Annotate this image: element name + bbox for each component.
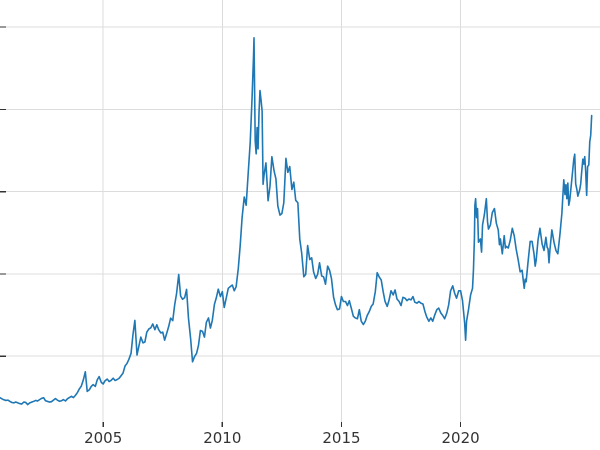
x-tick-labels: 2005 2010 2015 2020 bbox=[84, 429, 480, 447]
axis-ticks bbox=[0, 26, 462, 427]
x-tick-label: 2020 bbox=[442, 429, 480, 447]
price-line-series bbox=[0, 37, 593, 406]
gridlines bbox=[0, 0, 600, 422]
x-tick-label: 2010 bbox=[203, 429, 241, 447]
x-tick-label: 2005 bbox=[84, 429, 122, 447]
x-tick-label: 2015 bbox=[322, 429, 360, 447]
